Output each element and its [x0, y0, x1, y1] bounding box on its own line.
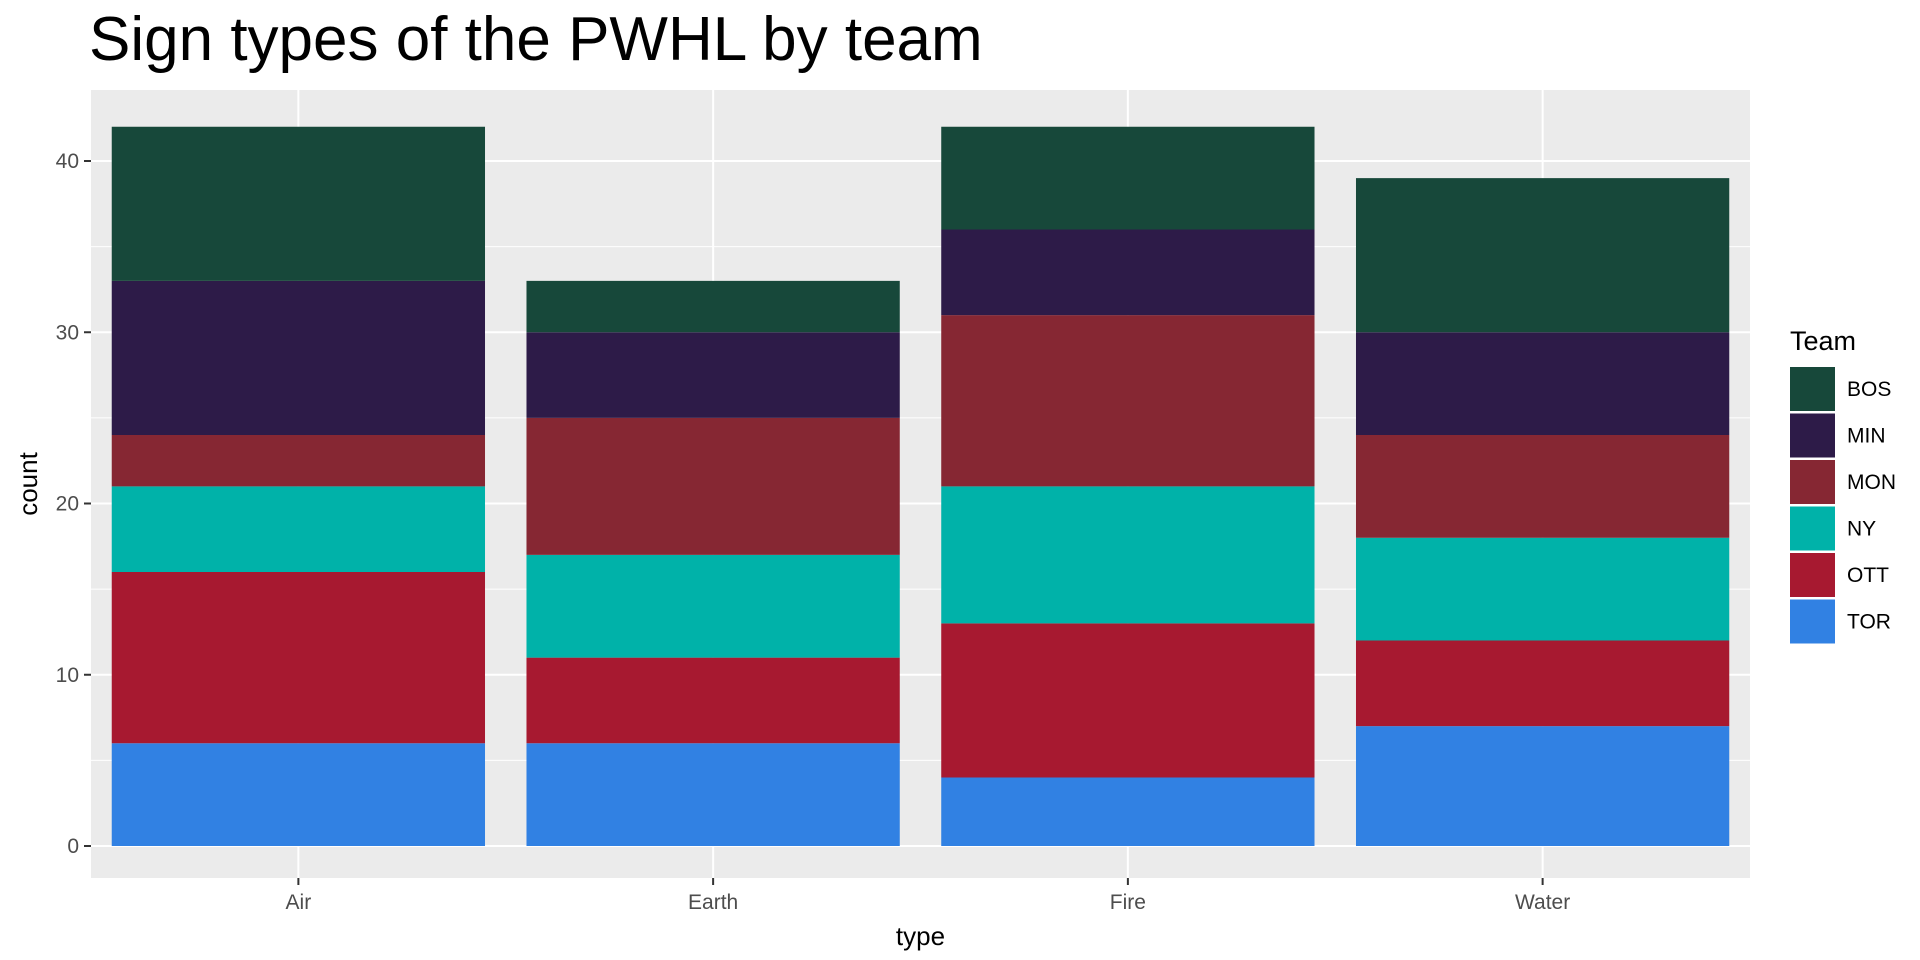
bar-mon-fire: [941, 315, 1315, 487]
legend-key-tor: [1790, 599, 1835, 644]
y-tick-label: 40: [56, 150, 79, 173]
x-axis-title: type: [896, 921, 945, 951]
legend-key-bos: [1790, 367, 1835, 411]
x-tick-label-fire: Fire: [1110, 891, 1146, 914]
legend-label-ny: NY: [1847, 518, 1876, 541]
bar-tor-air: [111, 743, 486, 846]
y-tick-label: 10: [56, 664, 79, 687]
bar-ny-air: [111, 486, 486, 572]
x-tick-label-water: Water: [1515, 891, 1570, 914]
x-tick-label-earth: Earth: [688, 891, 738, 914]
legend-label-bos: BOS: [1847, 378, 1891, 401]
legend-key-mon: [1790, 460, 1835, 504]
bar-tor-earth: [526, 743, 900, 846]
bar-ott-earth: [526, 657, 900, 744]
x-axis: Air Earth Fire Water: [286, 878, 1570, 914]
bar-ny-water: [1355, 537, 1730, 641]
bars: [111, 126, 1730, 846]
legend-title: Team: [1790, 326, 1856, 356]
bar-ott-water: [1355, 640, 1730, 727]
bar-bos-earth: [526, 280, 900, 333]
legend-label-ott: OTT: [1847, 564, 1889, 587]
bar-mon-earth: [526, 417, 900, 555]
y-tick-label: 30: [56, 321, 79, 344]
bar-mon-water: [1355, 435, 1730, 538]
legend-key-min: [1790, 413, 1835, 458]
bar-ott-fire: [941, 623, 1315, 778]
legend-label-mon: MON: [1847, 471, 1896, 494]
bar-bos-air: [111, 126, 486, 281]
y-tick-label: 0: [67, 835, 79, 858]
bar-min-water: [1355, 332, 1730, 435]
y-axis-title: count: [13, 451, 43, 515]
x-tick-label-air: Air: [286, 891, 312, 914]
bar-ny-fire: [941, 486, 1315, 624]
y-tick-label: 20: [56, 493, 79, 516]
bar-mon-air: [111, 435, 486, 487]
bar-min-earth: [526, 332, 900, 418]
legend-key-ny: [1790, 506, 1835, 551]
legend-label-min: MIN: [1847, 425, 1886, 448]
bar-bos-fire: [941, 126, 1315, 230]
legend-label-tor: TOR: [1847, 611, 1891, 634]
bar-min-air: [111, 280, 486, 435]
bar-tor-water: [1355, 726, 1730, 846]
bar-bos-water: [1355, 178, 1730, 333]
bar-ott-air: [111, 572, 486, 744]
legend-key-ott: [1790, 553, 1835, 597]
bar-min-fire: [941, 229, 1315, 316]
legend: Team BOS MIN MON NY OTT TOR: [1790, 326, 1896, 644]
bar-ny-earth: [526, 554, 900, 658]
chart-title: Sign types of the PWHL by team: [89, 5, 983, 74]
y-axis: 0 10 20 30 40: [56, 150, 91, 858]
bar-tor-fire: [941, 777, 1315, 846]
